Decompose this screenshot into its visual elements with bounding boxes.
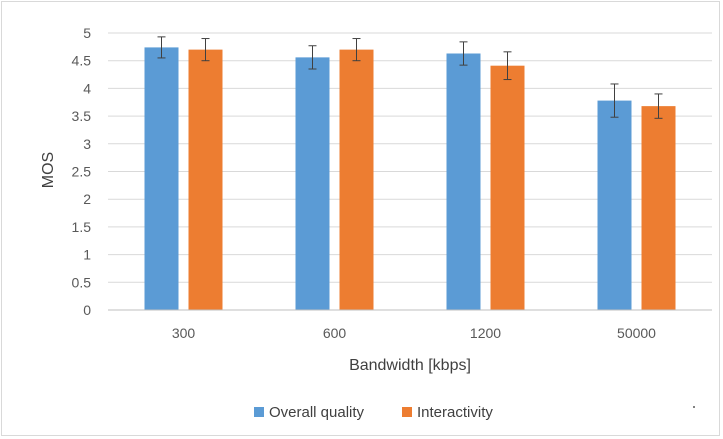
error-bar	[459, 41, 468, 66]
x-tick-label: 50000	[617, 325, 656, 341]
legend-swatch	[254, 407, 264, 417]
error-bars	[157, 36, 663, 119]
legend-label: Overall quality	[269, 404, 365, 421]
error-bar	[308, 45, 317, 70]
y-tick-label: 4	[83, 80, 91, 96]
y-tick-label: 0	[83, 302, 91, 318]
y-tick-label: 3.5	[72, 108, 92, 124]
stray-dot	[693, 406, 695, 408]
bar-interactivity	[188, 49, 223, 311]
y-tick-label: 0.5	[72, 274, 92, 290]
bar-interactivity	[641, 106, 676, 311]
y-tick-label: 4.5	[72, 53, 92, 69]
legend-swatch	[402, 407, 412, 417]
error-bar	[157, 36, 166, 59]
y-tick-label: 1	[83, 247, 91, 263]
y-tick-label: 1.5	[72, 219, 92, 235]
bar-interactivity	[490, 65, 525, 310]
x-tick-label: 300	[172, 325, 196, 341]
bar-overall-quality	[295, 57, 330, 310]
y-tick-label: 3	[83, 136, 91, 152]
error-bar	[503, 51, 512, 81]
y-tick-label: 5	[83, 25, 91, 41]
error-bar	[352, 38, 361, 62]
error-bar	[654, 93, 663, 119]
y-tick-label: 2.5	[72, 164, 92, 180]
bar-overall-quality	[597, 100, 632, 310]
error-bar	[201, 38, 210, 62]
bar-interactivity	[339, 49, 374, 311]
legend-label: Interactivity	[417, 404, 493, 421]
legend: Overall quality Interactivity	[254, 404, 493, 421]
x-axis-title: Bandwidth [kbps]	[349, 357, 471, 374]
x-tick-label: 1200	[470, 325, 501, 341]
error-bar	[610, 83, 619, 118]
x-axis-ticks: 300 600 1200 50000	[172, 325, 656, 341]
y-tick-label: 2	[83, 191, 91, 207]
bars	[144, 47, 676, 311]
y-axis-title: MOS	[40, 152, 57, 188]
bar-overall-quality	[144, 47, 179, 311]
bar-overall-quality	[446, 53, 481, 311]
x-tick-label: 600	[323, 325, 347, 341]
y-axis-ticks: 0 0.5 1 1.5 2 2.5 3 3.5 4 4.5 5	[72, 25, 92, 318]
